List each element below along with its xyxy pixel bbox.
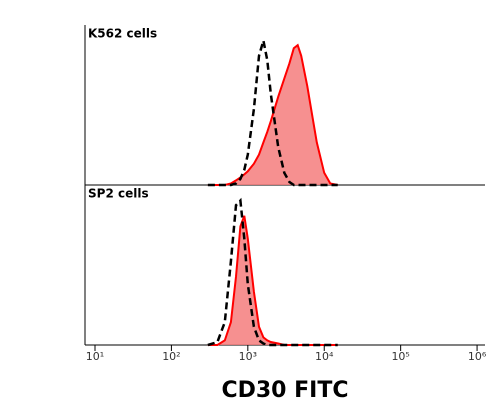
x-tick-label: 10⁵	[391, 350, 409, 363]
area-fill	[207, 215, 338, 345]
x-tick-label: 10⁶	[468, 350, 487, 363]
series-line	[207, 40, 338, 187]
panel-title: K562 cells	[88, 27, 157, 41]
x-tick-label: 10¹	[86, 350, 104, 363]
x-tick-label: 10²	[162, 350, 180, 363]
x-tick-label: 10⁴	[315, 350, 334, 363]
x-tick-label: 10³	[239, 350, 257, 363]
panel-title: SP2 cells	[88, 187, 149, 201]
series-line	[207, 197, 338, 347]
series-line	[207, 43, 338, 186]
series-line	[207, 215, 338, 346]
x-axis-title: CD30 FITC	[221, 378, 348, 403]
